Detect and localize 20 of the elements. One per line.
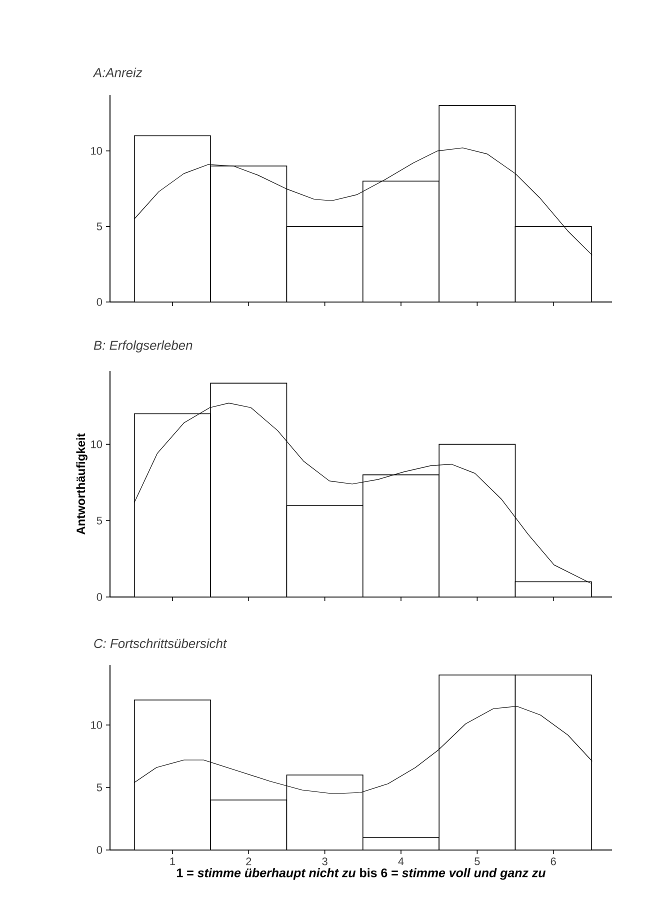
x-tick-label: 3 [322, 858, 328, 866]
x-tick-label: 1 [170, 858, 175, 866]
y-tick-label: 0 [96, 298, 102, 306]
x-tick-label: 6 [550, 858, 556, 866]
x-tick-label: 5 [474, 858, 480, 866]
x-axis-title: 1 = stimme überhaupt nicht zu bis 6 = stimme voll und ganz zu [177, 868, 546, 880]
y-tick-label: 10 [91, 440, 102, 448]
y-axis-title: Antworthäufigkeit [76, 433, 88, 535]
y-tick-label: 0 [96, 846, 102, 854]
x-tick-label: 4 [398, 858, 404, 866]
y-tick-label: 10 [91, 721, 102, 729]
y-tick-label: 0 [96, 593, 102, 601]
y-tick-label: 10 [91, 147, 102, 155]
chart-title: A:Anreiz [92, 68, 142, 78]
x-tick-label: 2 [246, 858, 252, 866]
y-tick-label: 5 [96, 222, 102, 230]
chart-title: B: Erfolgserleben [94, 340, 192, 352]
chart-title: C: Fortschrittsübersicht [94, 638, 228, 648]
y-tick-label: 5 [96, 784, 102, 792]
y-tick-label: 5 [96, 516, 102, 524]
